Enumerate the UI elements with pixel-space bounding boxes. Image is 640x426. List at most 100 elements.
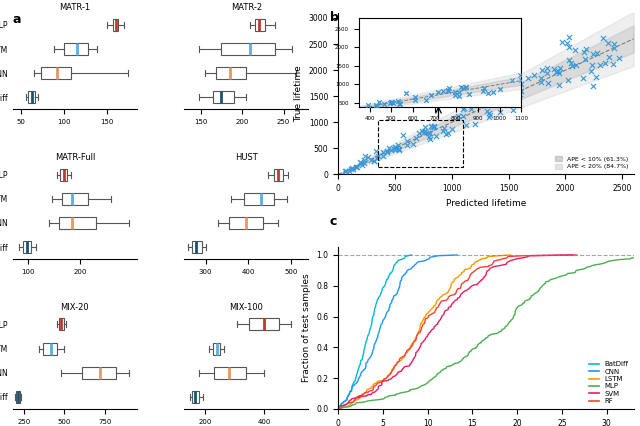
- Point: [541, 65, 552, 72]
- Bar: [378, 120, 463, 167]
- Point: [390, 144, 400, 151]
- Point: [550, 69, 561, 75]
- Point: [580, 55, 590, 62]
- Point: [490, 95, 500, 102]
- Legend: APE < 10% (61.3%), APE < 20% (84.7%): APE < 10% (61.3%), APE < 20% (84.7%): [553, 154, 630, 171]
- Point: [402, 141, 412, 148]
- Point: [458, 113, 468, 120]
- BatDiff: [408, 252, 415, 257]
- MLP: [443, 365, 451, 370]
- Line: RF: RF: [340, 255, 577, 408]
- BatDiff: [390, 265, 397, 271]
- PathPatch shape: [213, 91, 234, 104]
- SVM: [503, 260, 511, 265]
- Point: [549, 65, 559, 72]
- Point: [564, 56, 574, 63]
- Point: [389, 146, 399, 153]
- SVM: [335, 406, 342, 411]
- Point: [359, 159, 369, 166]
- Point: [554, 68, 564, 75]
- PathPatch shape: [62, 193, 88, 205]
- Point: [481, 97, 491, 104]
- Point: [340, 168, 350, 175]
- LSTM: [471, 260, 479, 265]
- Point: [427, 124, 437, 131]
- Point: [563, 34, 573, 40]
- Point: [360, 153, 370, 159]
- SVM: [348, 397, 355, 402]
- Point: [378, 148, 388, 155]
- LSTM: [390, 365, 398, 370]
- PathPatch shape: [214, 367, 246, 379]
- Point: [588, 51, 598, 58]
- Point: [506, 89, 516, 96]
- PathPatch shape: [44, 343, 57, 354]
- BatDiff: [392, 260, 400, 265]
- PathPatch shape: [60, 318, 63, 331]
- Point: [420, 124, 430, 131]
- CNN: [343, 397, 351, 402]
- PathPatch shape: [249, 318, 279, 331]
- Point: [414, 130, 424, 137]
- Point: [489, 99, 499, 106]
- CNN: [362, 365, 369, 370]
- SVM: [345, 400, 353, 405]
- Point: [523, 75, 533, 82]
- PathPatch shape: [113, 19, 118, 31]
- Point: [365, 157, 376, 164]
- Title: MATR-Full: MATR-Full: [54, 153, 95, 162]
- Point: [419, 129, 429, 135]
- Point: [443, 130, 453, 137]
- Title: MIX-20: MIX-20: [61, 302, 89, 311]
- CNN: [453, 252, 461, 257]
- MLP: [380, 397, 387, 402]
- CNN: [408, 265, 416, 271]
- Point: [554, 70, 564, 77]
- Point: [348, 166, 358, 173]
- MLP: [360, 400, 368, 405]
- Point: [417, 128, 427, 135]
- BatDiff: [335, 406, 342, 411]
- Y-axis label: True lifetime: True lifetime: [294, 65, 303, 122]
- Point: [340, 168, 351, 175]
- Point: [378, 153, 388, 160]
- Point: [369, 157, 379, 164]
- Point: [476, 102, 486, 109]
- Text: a: a: [13, 13, 21, 26]
- Point: [447, 125, 457, 132]
- Point: [386, 147, 396, 153]
- Point: [453, 112, 463, 119]
- Point: [508, 107, 518, 114]
- Point: [592, 49, 602, 56]
- Title: MATR-2: MATR-2: [231, 3, 262, 12]
- Point: [536, 75, 546, 82]
- RF: [351, 397, 359, 402]
- PathPatch shape: [216, 67, 246, 79]
- PathPatch shape: [274, 169, 283, 181]
- Point: [529, 72, 540, 78]
- Point: [579, 49, 589, 56]
- Point: [356, 161, 367, 168]
- Point: [604, 54, 614, 60]
- PathPatch shape: [28, 91, 35, 104]
- Point: [382, 149, 392, 156]
- CNN: [340, 400, 348, 405]
- Point: [438, 124, 449, 131]
- Point: [505, 89, 515, 96]
- Point: [516, 88, 526, 95]
- Point: [351, 164, 362, 171]
- MLP: [582, 265, 589, 271]
- Point: [351, 163, 362, 170]
- CNN: [335, 406, 342, 411]
- Point: [566, 60, 576, 66]
- Title: MIX-100: MIX-100: [229, 302, 263, 311]
- Title: MATR-1: MATR-1: [60, 3, 90, 12]
- RF: [349, 400, 357, 405]
- Line: BatDiff: BatDiff: [339, 255, 412, 408]
- Legend: BatDiff, CNN, LSTM, MLP, SVM, RF: BatDiff, CNN, LSTM, MLP, SVM, RF: [588, 360, 630, 406]
- Point: [600, 59, 611, 66]
- Point: [542, 69, 552, 76]
- PathPatch shape: [213, 343, 220, 354]
- Point: [394, 147, 404, 153]
- Point: [512, 98, 522, 105]
